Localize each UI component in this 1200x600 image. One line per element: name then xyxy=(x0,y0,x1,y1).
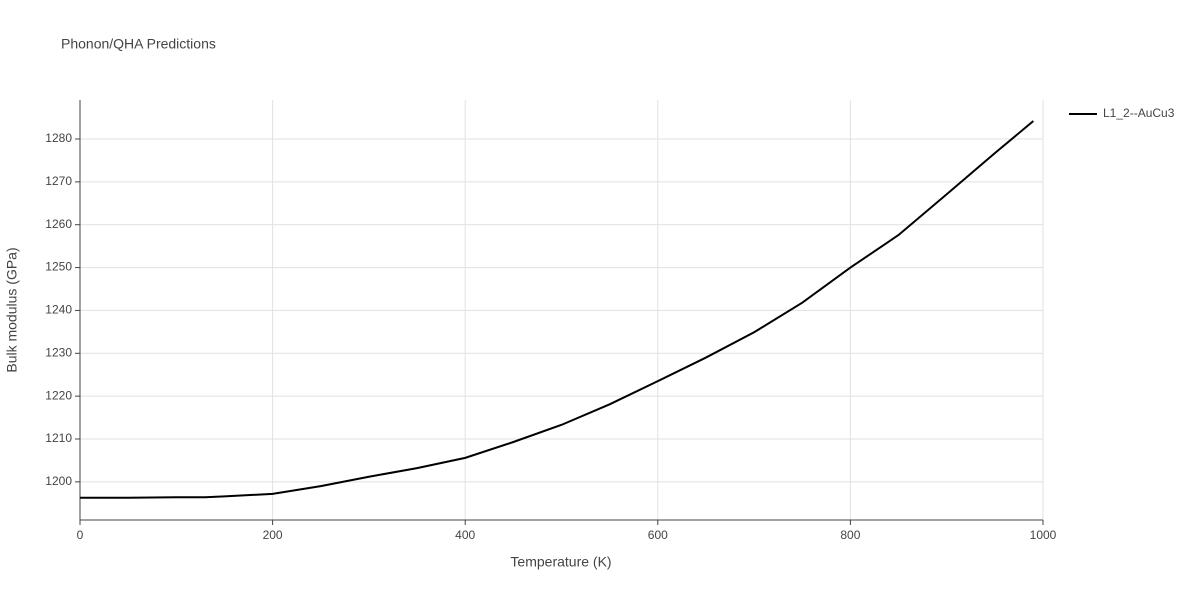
x-axis-label: Temperature (K) xyxy=(510,554,611,570)
y-axis-label: Bulk modulus (GPa) xyxy=(4,247,20,372)
legend-label: L1_2--AuCu3 xyxy=(1103,106,1175,120)
data-line xyxy=(80,120,1035,499)
y-tick-label: 1260 xyxy=(45,217,72,231)
x-tick-label: 400 xyxy=(455,528,475,542)
x-tick-label: 0 xyxy=(77,528,84,542)
chart-title: Phonon/QHA Predictions xyxy=(61,36,216,52)
y-tick-label: 1230 xyxy=(45,345,72,359)
y-tick-label: 1210 xyxy=(45,431,72,445)
x-tick-label: 600 xyxy=(648,528,668,542)
y-tick-label: 1250 xyxy=(45,260,72,274)
x-tick-label: 800 xyxy=(840,528,860,542)
y-tick-label: 1220 xyxy=(45,388,72,402)
y-tick-label: 1270 xyxy=(45,174,72,188)
y-tick-label: 1280 xyxy=(45,131,72,145)
x-tick-label: 200 xyxy=(263,528,283,542)
y-tick-label: 1240 xyxy=(45,303,72,317)
y-tick-label: 1200 xyxy=(45,474,72,488)
x-tick-label: 1000 xyxy=(1030,528,1057,542)
